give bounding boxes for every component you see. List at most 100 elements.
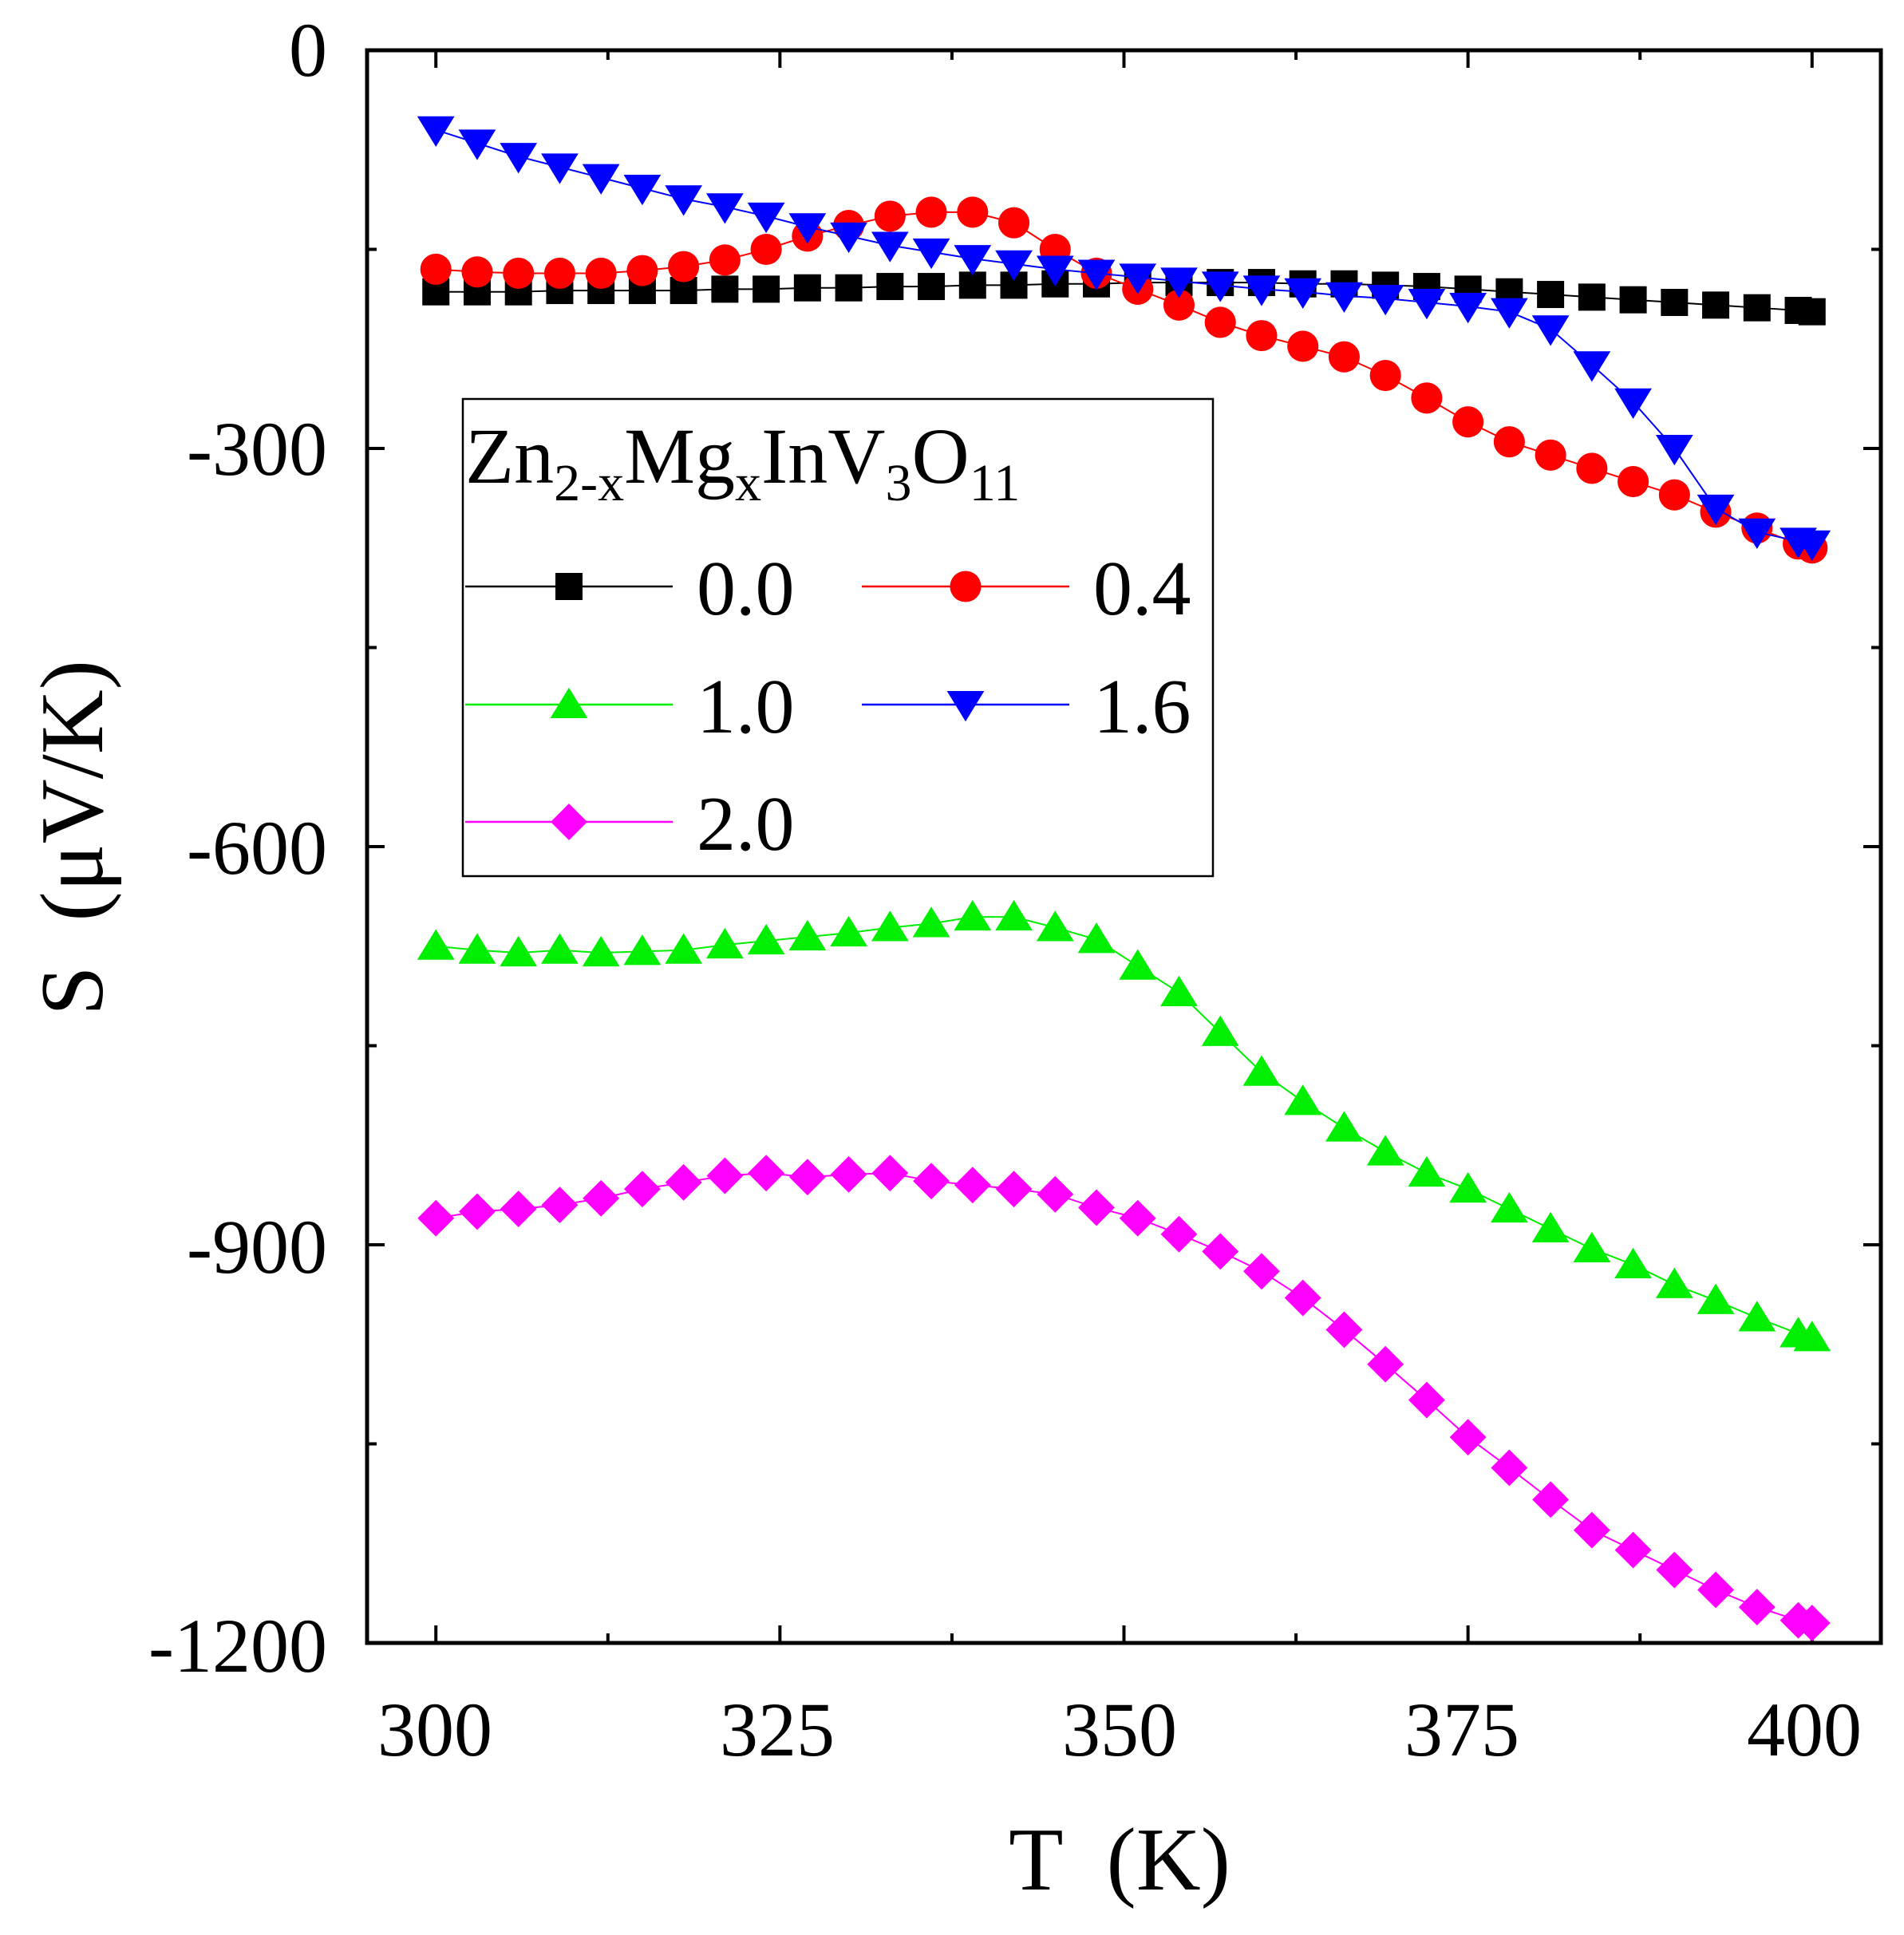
data-point-0.0: [876, 273, 904, 301]
data-point-0.4: [503, 257, 535, 289]
data-point-0.4: [1287, 330, 1319, 362]
data-point-1.0: [1738, 1301, 1776, 1332]
data-point-0.4: [1493, 426, 1525, 458]
data-point-1.6: [1531, 315, 1570, 346]
data-point-0.4: [1163, 289, 1195, 321]
data-point-1.6: [1490, 298, 1528, 329]
data-point-0.4: [874, 200, 906, 232]
legend-entry-2.0: 2.0: [465, 781, 795, 867]
data-point-1.6: [1119, 263, 1157, 294]
data-point-1.6: [871, 231, 909, 263]
data-point-1.0: [1573, 1231, 1611, 1262]
data-point-0.4: [1618, 466, 1649, 498]
series-2.0: [417, 1155, 1831, 1641]
data-point-0.0: [793, 274, 821, 302]
legend-entry-1.0: 1.0: [465, 664, 795, 750]
data-point-1.0: [1655, 1267, 1693, 1298]
x-axis-title: T (K): [1009, 1811, 1230, 1909]
data-point-2.0: [1367, 1345, 1404, 1383]
data-point-1.6: [1036, 255, 1074, 286]
data-point-1.6: [1697, 494, 1735, 526]
data-point-0.0: [1661, 289, 1689, 317]
data-point-0.4: [1246, 320, 1278, 352]
data-point-1.0: [582, 935, 620, 967]
data-point-0.4: [668, 251, 700, 282]
data-point-1.0: [1614, 1247, 1652, 1278]
data-point-2.0: [1449, 1419, 1487, 1456]
data-point-0.4: [1411, 382, 1443, 414]
data-point-1.0: [1793, 1321, 1831, 1352]
data-point-1.6: [417, 116, 455, 148]
data-point-1.6: [1408, 289, 1446, 320]
x-tick-labels: 300 325 350 375 400: [377, 1687, 1862, 1772]
data-point-0.4: [1204, 306, 1236, 338]
data-point-2.0: [1656, 1551, 1693, 1589]
data-point-1.6: [954, 245, 992, 276]
legend: Zn2-xMgxInV3O11 0.0 0.4 1.0 1.6 2.0: [461, 397, 1215, 878]
legend-title-mg: Mg: [624, 412, 735, 500]
data-point-0.4: [957, 196, 989, 228]
data-point-1.0: [1242, 1055, 1281, 1086]
data-point-0.0: [835, 274, 863, 302]
series-0.4: [420, 196, 1828, 564]
data-point-1.0: [830, 915, 867, 947]
data-point-1.0: [1408, 1155, 1446, 1187]
data-point-1.0: [788, 919, 827, 951]
data-point-1.0: [541, 933, 579, 964]
data-point-1.6: [912, 238, 950, 270]
data-point-2.0: [541, 1187, 579, 1224]
data-point-2.0: [995, 1171, 1033, 1208]
data-point-2.0: [1532, 1481, 1570, 1518]
data-point-1.6: [1573, 351, 1611, 382]
data-point-0.0: [918, 273, 946, 301]
data-point-2.0: [1408, 1381, 1445, 1419]
legend-title-zn: Zn: [465, 412, 554, 500]
data-point-1.6: [623, 174, 662, 206]
data-point-0.4: [1576, 452, 1608, 484]
data-point-2.0: [1738, 1589, 1776, 1626]
data-point-1.0: [1325, 1111, 1363, 1142]
legend-marker-0.0: [555, 573, 583, 600]
data-point-2.0: [1243, 1253, 1280, 1290]
data-point-2.0: [623, 1171, 661, 1208]
data-point-2.0: [913, 1163, 950, 1200]
legend-marker-2.0: [551, 804, 587, 840]
data-point-1.6: [1366, 285, 1404, 316]
series-line-2.0: [436, 1172, 1812, 1625]
data-point-1.6: [788, 213, 827, 244]
data-point-1.6: [1242, 275, 1281, 306]
y-tick-label-2: -600: [187, 805, 327, 890]
legend-title-inv: InV: [761, 412, 886, 500]
data-point-0.0: [958, 271, 986, 299]
data-point-1.0: [871, 910, 909, 942]
data-point-1.0: [458, 933, 496, 964]
data-point-0.4: [420, 253, 452, 286]
data-point-1.0: [623, 934, 662, 966]
data-point-1.6: [665, 185, 703, 216]
data-point-1.6: [1284, 278, 1322, 309]
data-point-1.6: [1201, 271, 1239, 302]
legend-label-0.4: 0.4: [1093, 546, 1191, 632]
data-point-1.0: [1284, 1084, 1322, 1116]
data-point-1.0: [665, 933, 703, 964]
legend-box: [461, 397, 1215, 878]
data-point-2.0: [500, 1191, 537, 1228]
data-point-2.0: [1202, 1233, 1239, 1270]
data-point-0.4: [1658, 479, 1690, 511]
data-point-1.6: [1160, 267, 1198, 298]
legend-title-o: O: [912, 412, 970, 500]
legend-entries: 0.0 0.4 1.0 1.6 2.0: [465, 546, 1191, 867]
data-point-1.6: [582, 164, 620, 195]
data-point-1.0: [1490, 1191, 1528, 1223]
data-point-1.0: [954, 899, 992, 931]
data-point-0.4: [585, 257, 617, 289]
data-point-1.6: [1793, 530, 1831, 562]
legend-title-sub-1: 2-x: [554, 454, 624, 512]
data-point-1.6: [1449, 293, 1487, 324]
data-point-2.0: [748, 1155, 785, 1192]
data-point-2.0: [1697, 1571, 1735, 1609]
data-point-1.6: [541, 153, 579, 184]
legend-label-1.6: 1.6: [1093, 664, 1191, 750]
data-point-1.0: [1449, 1171, 1487, 1203]
